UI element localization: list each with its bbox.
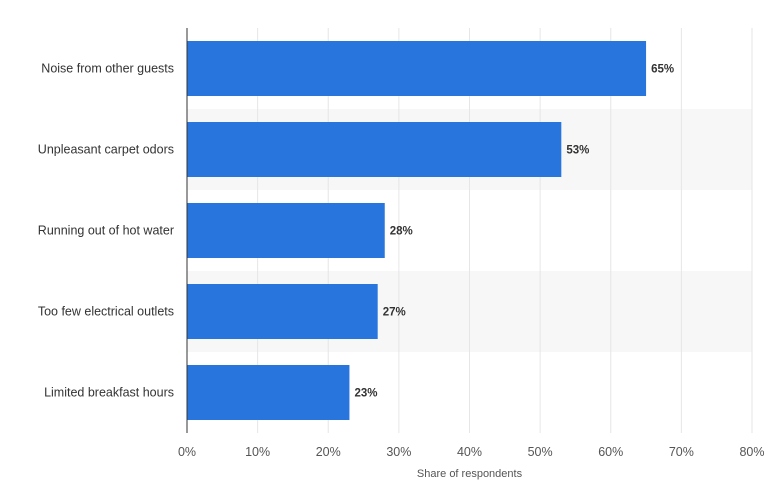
x-axis-title: Share of respondents — [417, 468, 523, 480]
x-tick-label: 30% — [386, 445, 411, 459]
data-label: 27% — [383, 307, 406, 319]
category-labels: Noise from other guests Unpleasant carpet… — [38, 62, 174, 400]
category-label: Limited breakfast hours — [44, 386, 174, 400]
category-label: Unpleasant carpet odors — [38, 143, 174, 157]
bar — [187, 41, 647, 96]
x-tick-label: 70% — [669, 445, 694, 459]
x-tick-label: 60% — [598, 445, 623, 459]
category-label: Too few electrical outlets — [38, 305, 174, 319]
bar — [187, 284, 378, 339]
bar — [187, 365, 350, 420]
x-tick-label: 10% — [245, 445, 270, 459]
x-tick-label: 20% — [316, 445, 341, 459]
data-label: 65% — [651, 64, 674, 76]
data-label: 28% — [390, 226, 413, 238]
x-tick-label: 80% — [739, 445, 764, 459]
x-tick-label: 40% — [457, 445, 482, 459]
data-labels: 65% 53% 28% 27% 23% — [354, 64, 674, 400]
x-tick-labels: 0% 10% 20% 30% 40% 50% 60% 70% 80% — [178, 445, 765, 459]
x-tick-label: 50% — [528, 445, 553, 459]
bar — [187, 122, 562, 177]
data-label: 23% — [354, 388, 377, 400]
bar — [187, 203, 385, 258]
data-label: 53% — [566, 145, 589, 157]
bars — [187, 41, 647, 420]
category-label: Running out of hot water — [38, 224, 174, 238]
x-tick-label: 0% — [178, 445, 196, 459]
category-label: Noise from other guests — [41, 62, 174, 76]
